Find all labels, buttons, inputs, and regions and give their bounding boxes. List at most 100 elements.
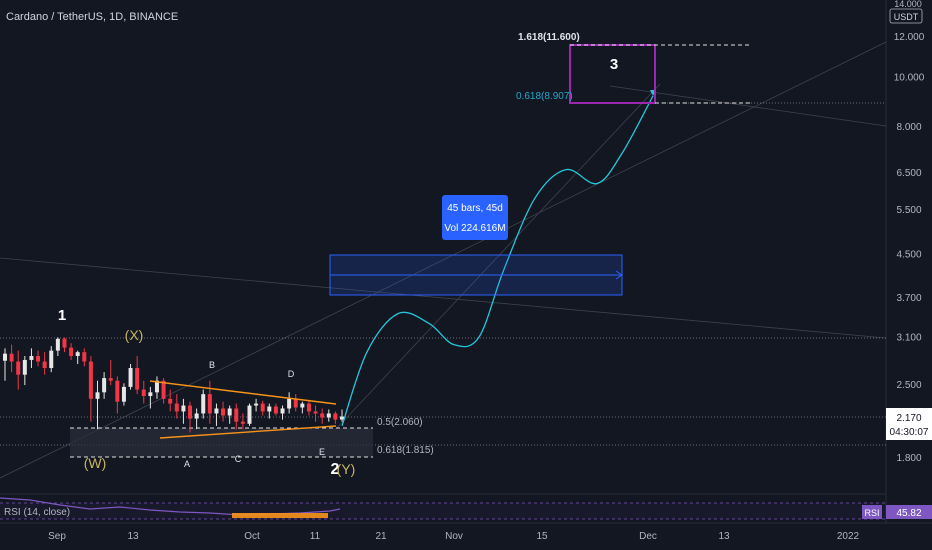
candle-body [254,403,259,406]
candle-body [313,411,318,414]
candle-body [260,403,265,412]
candle-body [49,350,54,369]
measure-bars-text: 45 bars, 45d [447,203,503,214]
candle-body [194,413,199,419]
candle-body [29,356,34,360]
wave-label-a: A [184,459,190,469]
candle-body [55,338,60,351]
wave-label-x: (X) [125,327,144,343]
candle-body [16,361,21,375]
price-tick-label: 10.000 [894,72,925,83]
time-tick-label: 21 [375,531,387,542]
candle-body [148,392,153,397]
candle-body [280,408,285,414]
candle-body [320,413,325,418]
price-tick-label: 1.800 [896,453,921,464]
price-tick-label: 5.500 [896,205,921,216]
price-tick-label: 4.500 [896,250,921,261]
wave-label-e: E [319,447,325,457]
price-axis[interactable]: 14.000 USDT 2.170 04:30:07 12.000 10.000 8… [886,0,932,464]
candle-body [293,398,298,408]
rsi-highlight [232,513,328,518]
candle-body [95,392,100,399]
rsi-badge-text: RSI [864,508,879,518]
candle-body [9,353,14,362]
candle-body [36,356,41,362]
wave-label-3: 3 [610,56,618,73]
candle-body [88,361,93,399]
candle-body [287,398,292,409]
measure-tooltip [442,195,508,240]
measure-arrow-head [615,270,623,280]
rsi-pane: RSI (14, close) RSI 45.82 [0,497,932,520]
candle-body [22,359,27,375]
candle-body [161,380,166,399]
time-tick-label: 13 [718,531,730,542]
time-tick-label: Oct [244,531,260,542]
candle-body [42,361,47,369]
candle-body [128,368,133,387]
time-tick-label: 13 [127,531,139,542]
fib-label-1-618: 1.618(11.600) [518,32,580,43]
time-tick-label: Nov [445,531,463,542]
rsi-label[interactable]: RSI (14, close) [4,507,70,518]
symbol-title[interactable]: Cardano / TetherUS, 1D, BINANCE [6,11,178,23]
price-tick-label: 3.700 [896,293,921,304]
candle-body [207,394,212,414]
wave-label-w: (W) [84,455,107,471]
currency-box[interactable] [889,8,923,24]
rsi-value-box [886,505,932,519]
candles [3,337,344,433]
rsi-badge [862,505,882,519]
currency-label: USDT [894,12,919,22]
candle-body [154,380,159,393]
candle-body [3,353,7,361]
rsi-value: 45.82 [896,508,921,519]
fan-lines [0,41,887,479]
time-tick-label: 2022 [837,531,860,542]
projection-path [341,95,654,427]
candle-body [227,408,232,416]
current-price-box [886,408,932,440]
candle-body [121,386,126,402]
candle-body [102,378,107,393]
fib-label-0-618: 0.618(1.815) [377,445,434,456]
candle-body [340,416,344,420]
candle-body [221,408,226,416]
candle-body [168,398,173,404]
candle-body [188,405,193,419]
candle-body [234,408,239,422]
fib-label-0-5: 0.5(2.060) [377,417,423,428]
candle-body [115,380,120,402]
bar-countdown: 04:30:07 [890,427,929,438]
fib-zone [70,428,373,457]
candle-body [247,405,252,424]
triangle-pattern [149,380,337,439]
candle-body [174,403,179,412]
price-tick-label: 3.100 [896,332,921,343]
measure-volume-text: Vol 224.616M [444,223,505,234]
candle-body [306,403,311,412]
wave-label-2: 2 [331,461,340,478]
candle-body [82,352,87,362]
wave-labels: 1 (X) (W) B A C D E 2 (Y) 3 [58,56,618,478]
candle-body [75,352,80,357]
wave-label-y: (Y) [337,461,356,477]
candle-body [240,421,245,424]
time-axis[interactable]: Sep 13 Oct 11 21 Nov 15 Dec 13 2022 [48,531,859,542]
candle-body [108,378,113,381]
price-tick-top: 14.000 [894,0,922,9]
candle-body [201,394,206,414]
time-tick-label: Dec [639,531,657,542]
wave-label-b: B [209,360,215,370]
price-tick-label: 2.500 [896,380,921,391]
candle-body [135,368,140,390]
candle-body [62,338,67,348]
candle-body [69,347,74,357]
time-tick-label: Sep [48,531,66,542]
candle-body [300,403,305,408]
price-tick-label: 8.000 [896,122,921,133]
candle-body [326,413,331,418]
current-price: 2.170 [896,413,921,424]
